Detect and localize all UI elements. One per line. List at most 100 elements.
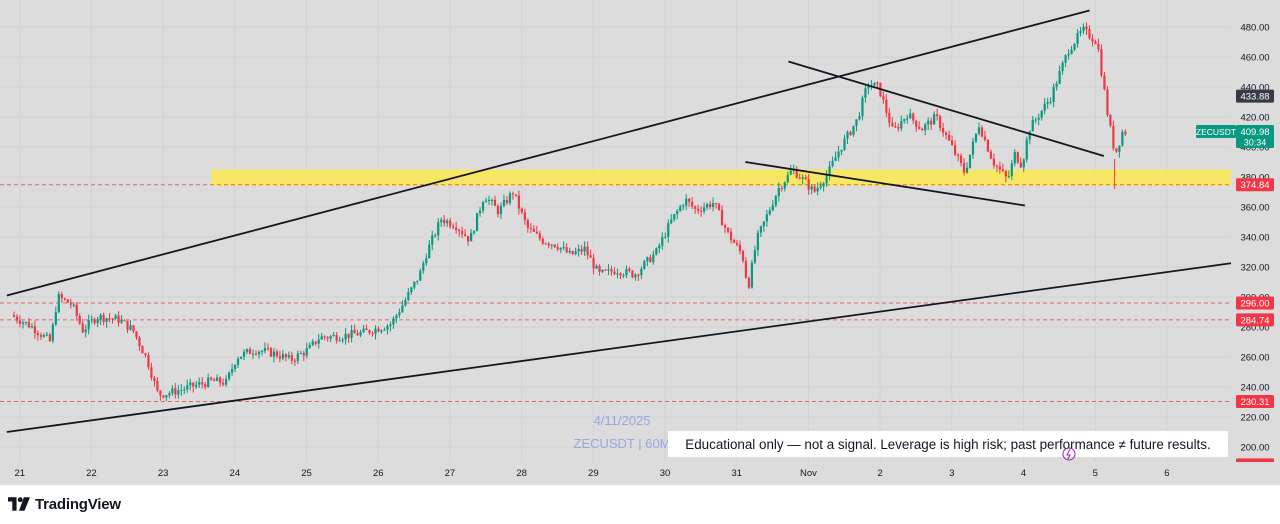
x-tick-label: 29: [588, 468, 599, 479]
candle-body: [177, 390, 180, 395]
candle-body: [523, 212, 526, 221]
candle-body: [947, 134, 951, 141]
candle-body: [302, 353, 305, 356]
x-tick-label: 25: [301, 468, 312, 479]
x-tick-label: 4: [1021, 468, 1026, 479]
candle-body: [643, 261, 646, 269]
candle-body: [780, 188, 783, 190]
candle-body: [637, 274, 640, 276]
candle-body: [377, 328, 380, 332]
x-tick-label: 22: [86, 468, 97, 479]
x-tick-label: 27: [445, 468, 456, 479]
tradingview-wordmark: TradingView: [35, 495, 121, 513]
candle-body: [78, 315, 81, 324]
candle-body: [700, 210, 703, 212]
current-price-bg: [1236, 125, 1274, 149]
candle-body: [1118, 145, 1121, 152]
candle-body: [924, 124, 927, 131]
candle-body: [598, 265, 601, 272]
candle-body: [580, 248, 583, 252]
candle-body: [685, 198, 688, 206]
candle-body: [819, 186, 822, 188]
time-axis[interactable]: 21 22 23 24 25 26 27 28 29 30 31 Nov 2 3 4 5 6: [0, 462, 1280, 485]
candle-body: [48, 334, 51, 342]
candle-body: [529, 227, 532, 229]
upper-channel-line[interactable]: [6, 9, 1090, 297]
tradingview-logo[interactable]: TradingView: [8, 494, 121, 514]
candle-body: [458, 230, 461, 232]
candle-body: [30, 326, 34, 328]
candle-body: [538, 233, 541, 239]
candle-body: [344, 333, 347, 340]
wedge-bottom-line[interactable]: [745, 161, 1026, 207]
candle-body: [225, 378, 228, 385]
candle-body: [174, 388, 177, 395]
candle-body: [239, 356, 243, 359]
candle-body: [493, 199, 497, 206]
lower-channel-line[interactable]: [6, 260, 1248, 433]
candle-body: [977, 127, 981, 134]
candle-body: [111, 318, 114, 320]
candle-body: [708, 204, 712, 207]
candle-body: [105, 318, 108, 322]
candle-body: [99, 314, 102, 320]
candle-body: [652, 254, 655, 263]
candle-body: [983, 136, 987, 140]
price-axis[interactable]: 200.00220.00240.00260.00280.00300.00320.…: [1196, 0, 1280, 472]
candle-body: [469, 232, 473, 242]
candle-body: [640, 268, 643, 276]
candle-body: [831, 160, 834, 167]
y-tick-label: 280.00: [1240, 323, 1269, 334]
candle-body: [165, 395, 168, 398]
candle-body: [168, 393, 171, 396]
candle-body: [210, 377, 213, 380]
candle-body: [888, 112, 891, 123]
candle-body: [371, 333, 374, 335]
candle-body: [574, 251, 577, 255]
candle-body: [222, 382, 225, 385]
candle-body: [694, 206, 697, 209]
candle-body: [909, 113, 912, 119]
candle-body: [622, 275, 625, 277]
candle-body: [147, 355, 150, 368]
candle-body: [986, 139, 990, 152]
candle-body: [825, 175, 828, 184]
candle-body: [117, 315, 120, 323]
y-tick-label: 260.00: [1240, 353, 1269, 364]
candle-body: [272, 351, 276, 357]
candle-body: [186, 385, 189, 390]
candle-body: [290, 355, 293, 361]
candle-body: [747, 277, 751, 288]
y-tick-label: 420.00: [1240, 113, 1269, 124]
candle-body: [649, 257, 652, 263]
candle-body: [658, 245, 661, 249]
candle-body: [461, 231, 464, 235]
candle-body: [213, 379, 216, 382]
candle-body: [502, 199, 506, 206]
candle-body: [843, 138, 846, 150]
price-chart[interactable]: 4/11/2025 ZECUSDT | 60M Educational only…: [0, 0, 1280, 485]
candle-body: [995, 165, 998, 167]
candle-body: [490, 199, 494, 201]
candle-body: [968, 154, 972, 168]
candle-body: [807, 179, 810, 190]
candle-body: [1094, 41, 1097, 45]
candle-body: [189, 382, 192, 386]
level-tag-label: 374.84: [1240, 180, 1269, 191]
candle-body: [323, 336, 326, 338]
candle-body: [305, 348, 308, 356]
candle-body: [135, 331, 138, 338]
candle-body: [156, 380, 159, 391]
candle-body: [422, 263, 425, 271]
lightning-icon[interactable]: [1062, 447, 1076, 461]
wedge-top-line[interactable]: [788, 60, 1105, 157]
candle-body: [15, 316, 19, 321]
candle-body: [511, 193, 515, 195]
candle-body: [257, 351, 261, 354]
candle-body: [1001, 169, 1004, 172]
candle-body: [864, 88, 867, 98]
candle-body: [311, 341, 314, 345]
candle-body: [855, 119, 858, 126]
candle-body: [765, 214, 768, 222]
candle-body: [72, 304, 75, 306]
